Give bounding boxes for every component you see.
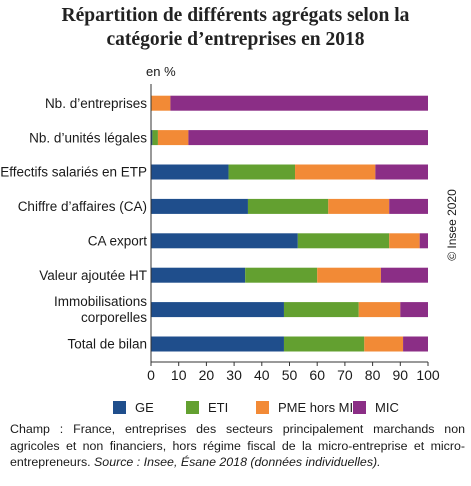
bar-segment-ge (151, 267, 246, 283)
bar-segment-pme-hors-mic (151, 95, 171, 111)
category-label: Nb. d’entreprises (45, 96, 147, 111)
legend-swatch (256, 401, 269, 414)
note-source-text: Source : Insee, Ésane 2018 (données indi… (94, 455, 381, 469)
bar-segment-ge (151, 302, 284, 318)
legend-item: MIC (353, 400, 399, 415)
x-tick-label: 50 (282, 367, 298, 383)
bar-segment-eti (283, 302, 359, 318)
bar-segment-pme-hors-mic (389, 233, 420, 249)
note-scope-text: Champ : France, entreprises des secteurs… (10, 422, 465, 469)
legend-item: ETI (186, 400, 228, 415)
x-tick-label: 70 (337, 367, 353, 383)
copyright-label: © Insee 2020 (445, 189, 459, 261)
x-tick-label: 60 (309, 367, 325, 383)
legend-item: GE (113, 400, 154, 415)
bar-segment-mic (375, 164, 428, 180)
unit-label: en % (146, 64, 176, 79)
category-label: Nb. d’unités légales (29, 130, 147, 145)
chart-title-line-1: Répartition de différents agrégats selon… (61, 5, 410, 26)
legend-swatch (353, 401, 366, 414)
bar-segment-eti (228, 164, 296, 180)
category-label: Effectifs salariés en ETP (0, 165, 147, 180)
category-label: Total de bilan (67, 337, 147, 352)
bar-segment-ge (151, 233, 298, 249)
bar-segment-ge (151, 198, 248, 214)
bar-segment-pme-hors-mic (328, 198, 390, 214)
legend-item: PME hors MIC (256, 400, 363, 415)
bar-segment-eti (283, 336, 365, 352)
x-tick-label: 0 (147, 367, 155, 383)
legend-swatch (113, 401, 126, 414)
legend-label: MIC (375, 400, 399, 415)
bar-segment-ge (151, 164, 229, 180)
legend-label: PME hors MIC (278, 400, 363, 415)
bar-segment-mic (403, 336, 428, 352)
legend-swatch (186, 401, 199, 414)
bar-segment-mic (188, 130, 428, 146)
bar-segment-eti (152, 130, 158, 146)
x-tick-label: 30 (226, 367, 242, 383)
bar-segment-mic (380, 267, 428, 283)
bar-segment-pme-hors-mic (364, 336, 404, 352)
category-label: Valeur ajoutée HT (39, 268, 147, 283)
legend-label: ETI (208, 400, 229, 415)
bar-segment-eti (247, 198, 329, 214)
bar-segment-pme-hors-mic (157, 130, 189, 146)
x-tick-label: 100 (416, 367, 440, 383)
category-label: Immobilisations corporelles (54, 294, 147, 325)
bar-segment-eti (245, 267, 318, 283)
bar-segment-ge (151, 336, 284, 352)
bar-segment-mic (419, 233, 428, 249)
chart-legend: GE ETI PME hors MIC MIC (0, 400, 471, 418)
bar-segment-mic (170, 95, 428, 111)
x-tick-label: 80 (365, 367, 381, 383)
bar-segment-eti (297, 233, 390, 249)
bar-segment-pme-hors-mic (317, 267, 381, 283)
bar-segment-mic (389, 198, 428, 214)
bar-segment-pme-hors-mic (295, 164, 376, 180)
x-tick-label: 20 (199, 367, 215, 383)
legend-label: GE (135, 400, 154, 415)
bar-segment-ge (151, 130, 153, 146)
bar-segment-pme-hors-mic (358, 302, 401, 318)
x-tick-label: 10 (171, 367, 187, 383)
stacked-bar-chart: Nb. d’entreprises Nb. d’unités légales Eff… (0, 84, 440, 383)
chart-title-line-2: catégorie d’entreprises en 2018 (106, 29, 365, 50)
category-label: CA export (88, 234, 148, 249)
x-tick-label: 90 (393, 367, 409, 383)
bar-segment-mic (400, 302, 428, 318)
x-tick-label: 40 (254, 367, 270, 383)
category-label: Chiffre d’affaires (CA) (18, 199, 147, 214)
chart-note: Champ : France, entreprises des secteurs… (10, 421, 465, 471)
chart-title: Répartition de différents agrégats selon… (0, 4, 471, 52)
